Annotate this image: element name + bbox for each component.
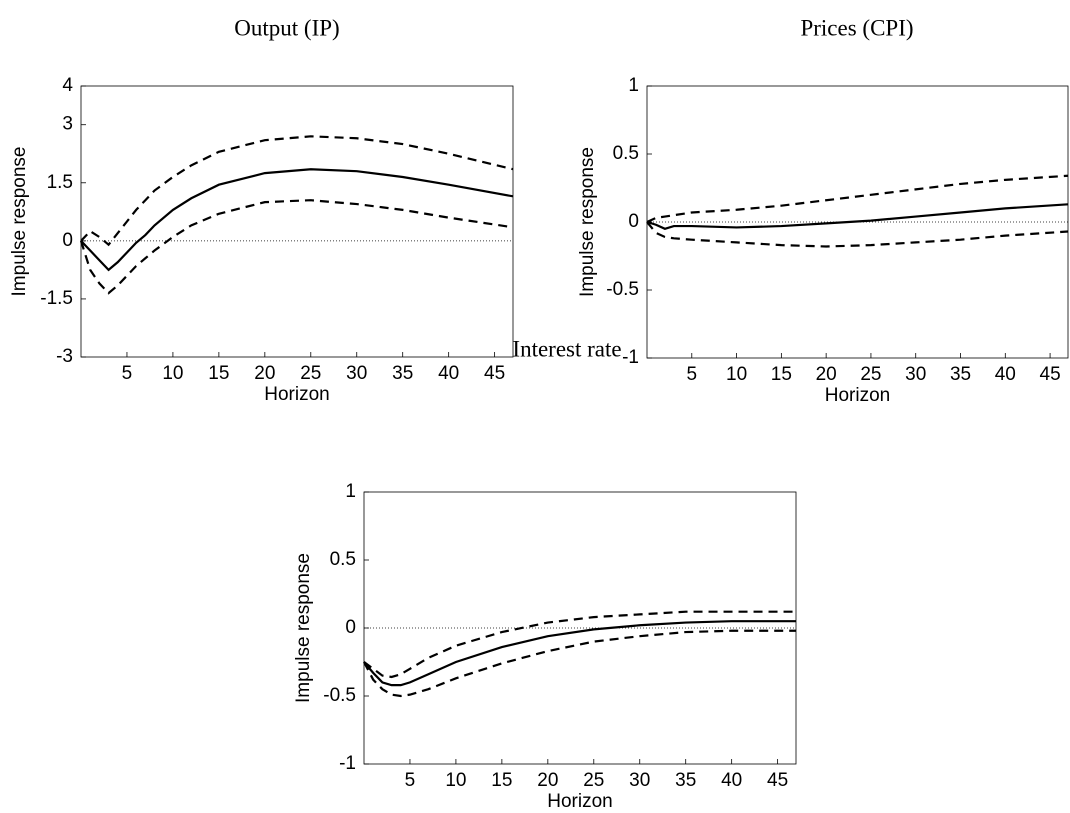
response-line xyxy=(80,135,514,247)
x-tick-label: 15 xyxy=(491,770,512,791)
chart-title: Prices (CPI) xyxy=(800,15,913,40)
y-tick-label: 0.5 xyxy=(330,549,356,570)
x-tick-label: 35 xyxy=(392,363,413,384)
y-tick-label: -1 xyxy=(339,753,356,774)
y-tick-label: 1.5 xyxy=(47,172,73,193)
y-tick-label: 1 xyxy=(628,75,639,96)
x-tick-label: 15 xyxy=(771,364,792,385)
response-line xyxy=(80,168,514,272)
y-tick-label: 0 xyxy=(628,211,639,232)
y-axis-label: Impulse response xyxy=(9,147,30,297)
plot-area xyxy=(80,85,514,358)
x-tick-label: 5 xyxy=(405,770,416,791)
response-line xyxy=(646,174,1069,224)
y-axis-label: Impulse response xyxy=(293,553,314,703)
x-tick-label: 30 xyxy=(629,770,650,791)
x-tick-label: 10 xyxy=(445,770,466,791)
y-tick-label: 4 xyxy=(62,75,73,96)
y-tick-label: 0 xyxy=(345,617,356,638)
y-tick-label: 1 xyxy=(345,481,356,502)
x-tick-label: 30 xyxy=(346,363,367,384)
x-tick-label: 5 xyxy=(122,363,133,384)
x-tick-label: 20 xyxy=(816,364,837,385)
x-tick-label: 10 xyxy=(726,364,747,385)
x-tick-label: 25 xyxy=(860,364,881,385)
y-tick-label: -3 xyxy=(56,346,73,367)
x-tick-label: 40 xyxy=(721,770,742,791)
x-tick-label: 35 xyxy=(675,770,696,791)
x-tick-label: 25 xyxy=(583,770,604,791)
y-tick-label: -0.5 xyxy=(606,279,639,300)
x-tick-label: 20 xyxy=(254,363,275,384)
response-line xyxy=(363,610,796,679)
x-tick-label: 45 xyxy=(1040,364,1061,385)
response-line xyxy=(363,629,796,698)
x-tick-label: 25 xyxy=(300,363,321,384)
response-line xyxy=(646,221,1069,248)
y-tick-label: 3 xyxy=(62,114,73,135)
y-tick-label: 0 xyxy=(62,230,73,251)
y-tick-label: -1.5 xyxy=(40,288,73,309)
x-tick-label: 20 xyxy=(537,770,558,791)
y-tick-label: -0.5 xyxy=(323,685,356,706)
y-axis-label: Impulse response xyxy=(577,147,598,297)
x-tick-label: 40 xyxy=(438,363,459,384)
x-axis-label: Horizon xyxy=(547,791,612,812)
x-tick-label: 40 xyxy=(995,364,1016,385)
x-tick-label: 45 xyxy=(484,363,505,384)
chart-title: Interest rate xyxy=(512,336,621,361)
x-axis-label: Horizon xyxy=(825,385,890,406)
y-tick-label: -1 xyxy=(622,347,639,368)
x-tick-label: 10 xyxy=(162,363,183,384)
x-tick-label: 5 xyxy=(686,364,697,385)
x-axis-label: Horizon xyxy=(264,384,329,405)
y-tick-label: 0.5 xyxy=(613,143,639,164)
response-line xyxy=(363,620,796,687)
response-line xyxy=(646,203,1069,230)
x-tick-label: 45 xyxy=(767,770,788,791)
chart-title: Output (IP) xyxy=(234,15,339,40)
x-tick-label: 30 xyxy=(905,364,926,385)
response-line xyxy=(79,199,514,295)
x-tick-label: 35 xyxy=(950,364,971,385)
x-tick-label: 15 xyxy=(208,363,229,384)
